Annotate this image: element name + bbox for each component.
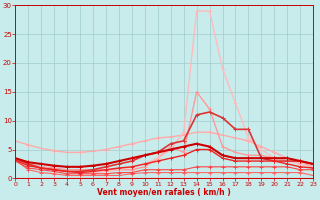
X-axis label: Vent moyen/en rafales ( km/h ): Vent moyen/en rafales ( km/h ) (97, 188, 231, 197)
